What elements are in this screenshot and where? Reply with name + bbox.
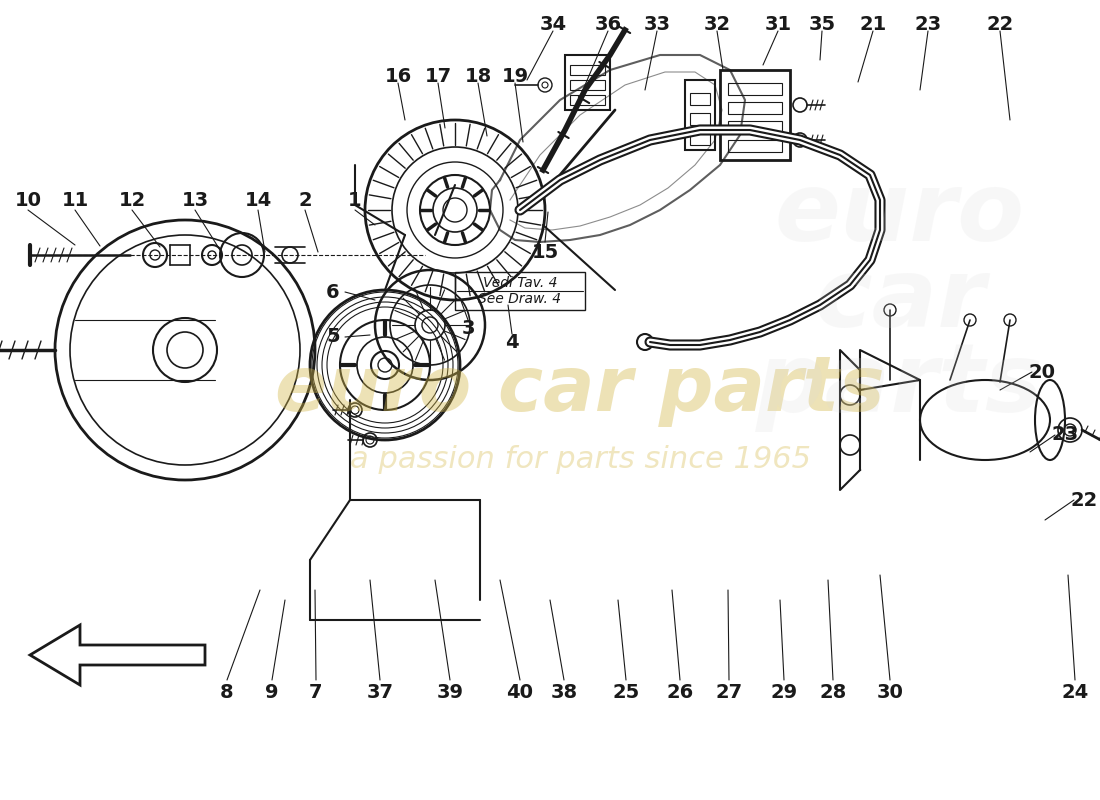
Text: 19: 19: [502, 66, 529, 86]
Text: 23: 23: [914, 14, 942, 34]
Bar: [570, 95, 605, 105]
Text: 30: 30: [877, 682, 903, 702]
Bar: [455, 272, 585, 310]
Bar: [690, 93, 710, 105]
Bar: [728, 83, 782, 95]
Text: 27: 27: [715, 682, 742, 702]
Text: 20: 20: [1028, 362, 1056, 382]
Text: 13: 13: [182, 190, 209, 210]
Text: 14: 14: [244, 190, 272, 210]
Text: 22: 22: [987, 14, 1013, 34]
Text: Vedi Tav. 4: Vedi Tav. 4: [483, 276, 558, 290]
Bar: [570, 80, 605, 90]
Text: 8: 8: [220, 682, 234, 702]
Text: 11: 11: [62, 190, 89, 210]
Text: euro
car
parts: euro car parts: [756, 168, 1044, 432]
Text: 38: 38: [550, 682, 578, 702]
Text: 23: 23: [1052, 426, 1079, 445]
Text: 40: 40: [506, 682, 534, 702]
Text: 34: 34: [539, 14, 566, 34]
Text: 25: 25: [613, 682, 639, 702]
Text: 35: 35: [808, 14, 836, 34]
Bar: [685, 80, 715, 150]
Text: 31: 31: [764, 14, 792, 34]
Text: 33: 33: [644, 14, 671, 34]
Text: 32: 32: [703, 14, 730, 34]
Bar: [728, 140, 782, 152]
Text: 1: 1: [349, 190, 362, 210]
Text: 6: 6: [327, 282, 340, 302]
Text: 3: 3: [461, 318, 475, 338]
Text: 7: 7: [309, 682, 322, 702]
Text: 5: 5: [327, 327, 340, 346]
Text: 16: 16: [384, 66, 411, 86]
Text: 10: 10: [14, 190, 42, 210]
Bar: [720, 70, 790, 160]
Bar: [565, 55, 610, 110]
Text: a passion for parts since 1965: a passion for parts since 1965: [350, 446, 811, 474]
Text: 4: 4: [505, 333, 519, 351]
Text: 29: 29: [770, 682, 798, 702]
Text: 22: 22: [1070, 490, 1098, 510]
Bar: [728, 102, 782, 114]
Text: See Draw. 4: See Draw. 4: [478, 292, 562, 306]
Bar: [690, 133, 710, 145]
Bar: [690, 113, 710, 125]
Text: 15: 15: [531, 242, 559, 262]
Text: 21: 21: [859, 14, 887, 34]
Text: 18: 18: [464, 66, 492, 86]
Bar: [728, 121, 782, 133]
Text: 26: 26: [667, 682, 694, 702]
Text: 9: 9: [265, 682, 278, 702]
Text: 24: 24: [1062, 682, 1089, 702]
Text: 37: 37: [366, 682, 394, 702]
Text: euro car parts: euro car parts: [275, 353, 884, 427]
Text: 2: 2: [298, 190, 311, 210]
Text: 17: 17: [425, 66, 452, 86]
Text: 39: 39: [437, 682, 463, 702]
Text: 36: 36: [594, 14, 621, 34]
Text: 12: 12: [119, 190, 145, 210]
Text: 28: 28: [820, 682, 847, 702]
Bar: [570, 65, 605, 75]
